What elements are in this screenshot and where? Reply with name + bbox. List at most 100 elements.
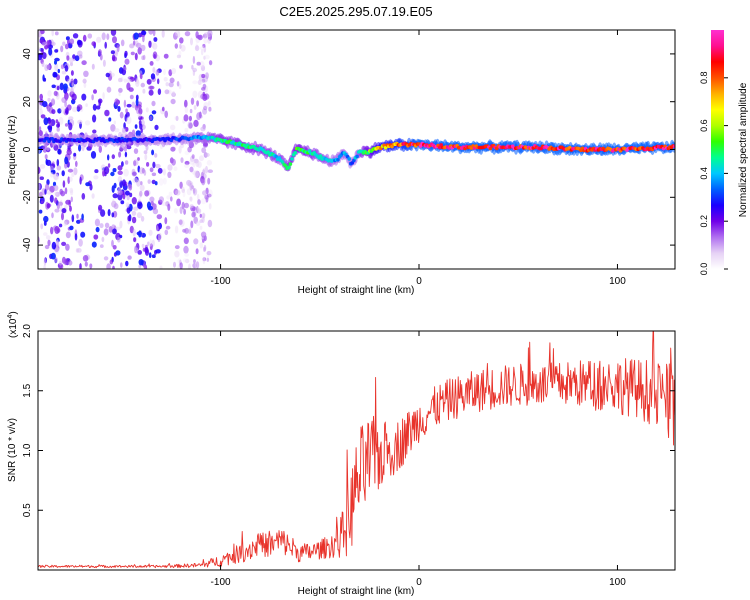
spectrogram-speckle [94, 169, 99, 174]
spectrogram-speckle [99, 244, 104, 249]
spectrogram-speckle [111, 54, 116, 62]
spectrogram-speckle [104, 166, 110, 175]
spectrogram-speckle [57, 148, 61, 155]
spectrogram-speckle [82, 78, 87, 84]
spectrogram-speckle [58, 260, 63, 266]
spectrogram-speckle [128, 87, 134, 92]
spectrogram-speckle [42, 52, 47, 60]
spectrogram-speckle [149, 243, 153, 251]
spectrogram-speckle [110, 72, 115, 77]
spectrogram-speckle [199, 242, 204, 249]
colorbar-tick-label: 0.8 [699, 72, 709, 85]
spectrogram-speckle [123, 146, 128, 152]
spectrogram-speckle [127, 183, 132, 190]
spectrogram-speckle [189, 108, 193, 114]
spectrogram-speckle [149, 196, 155, 203]
spectrogram-speckle [127, 255, 132, 260]
spectrogram-speckle [192, 55, 196, 64]
spectrogram-speckle [98, 145, 103, 153]
spectrogram-speckle [138, 107, 143, 115]
spectrogram-speckle [39, 164, 46, 169]
spectrogram-speckle [64, 156, 69, 165]
spectrogram-speckle [179, 262, 183, 269]
spectrogram-speckle [65, 231, 71, 239]
spectrogram-speckle [193, 259, 196, 264]
spectrogram-speckle [57, 68, 60, 74]
spectrogram-speckle [109, 259, 114, 265]
spectrogram-speckle [133, 160, 137, 167]
spectrogram-speckle [157, 88, 162, 95]
spectrogram-speckle [56, 159, 60, 167]
spectrogram-speckle [112, 265, 115, 269]
spectrogram-ridge-cell [418, 144, 423, 148]
spectrogram-speckle [76, 39, 82, 46]
spectrogram-speckle [107, 209, 111, 217]
spectrogram-speckle [184, 106, 189, 114]
colorbar-scale [711, 30, 724, 269]
spectrogram-speckle [73, 152, 77, 157]
spectrogram-speckle [73, 167, 78, 176]
chart-title: C2E5.2025.295.07.19.E05 [279, 4, 432, 19]
spectrogram-speckle [61, 241, 67, 246]
spectrogram-speckle [134, 74, 138, 82]
spectrogram-speckle [184, 227, 190, 234]
spectrogram-speckle [113, 203, 119, 210]
spectrogram-speckle [174, 245, 180, 250]
spectrogram-speckle [191, 154, 195, 159]
spectrogram-speckle [39, 93, 43, 101]
spectrogram-speckle [193, 216, 198, 224]
spectrogram-speckle [171, 90, 176, 97]
spectrogram-speckle [62, 41, 66, 46]
spectrogram-speckle [51, 241, 57, 250]
spectrogram-ridge-cell [439, 143, 444, 147]
spectrogram-speckle [203, 36, 208, 44]
spectrogram-speckle [145, 107, 149, 113]
spectrogram-speckle [137, 250, 142, 255]
spectrogram-speckle [150, 73, 156, 80]
spectrogram-speckle [61, 212, 64, 221]
spectrogram-speckle [84, 261, 88, 267]
spectrogram-speckle [184, 163, 190, 168]
spectrogram-speckle [203, 102, 209, 110]
spectrogram-speckle [170, 196, 173, 202]
spectrogram-speckle [76, 213, 79, 219]
snr-scale-base: (x10 [8, 318, 19, 338]
spectrogram-speckle [64, 100, 67, 108]
spectrogram-speckle [38, 130, 43, 137]
spectrogram-speckle [40, 114, 46, 119]
spectrogram-speckle [117, 189, 123, 196]
snr-x-axis-label: Height of straight line (km) [298, 586, 415, 597]
spectrogram-speckle [67, 176, 70, 184]
spectrogram-speckle [44, 244, 50, 250]
spectrogram-speckle [54, 197, 58, 204]
spectrogram-ridge-cell [352, 158, 356, 163]
spectrogram-speckle [195, 261, 200, 269]
spectrogram-speckle [81, 213, 84, 221]
spectrogram-speckle [200, 48, 204, 56]
snr-y-tick-label: 1.0 [22, 443, 33, 457]
spectrogram-speckle [199, 155, 204, 162]
spectrogram-speckle [106, 263, 111, 269]
spectrogram-speckle [54, 31, 59, 36]
spectrogram-speckle [104, 222, 110, 229]
spectrogram-speckle [67, 78, 72, 84]
spectrogram-speckle [87, 33, 93, 39]
spectrogram-speckle [38, 183, 41, 191]
spectrogram-speckle [54, 226, 60, 234]
spectrogram-ridge-cell [50, 137, 55, 141]
spectrogram-speckle [40, 223, 44, 230]
spectrogram-speckle [177, 30, 181, 38]
spectrogram-speckle [50, 169, 56, 175]
spectrogram-speckle [137, 157, 140, 161]
spectrogram-speckle [54, 191, 58, 196]
spectrogram-speckle [195, 160, 200, 168]
spectrogram-speckle [188, 263, 191, 269]
spectrogram-speckle [193, 119, 199, 127]
spectrogram-speckle [39, 176, 44, 180]
spectrogram-ridge-cell [287, 165, 291, 170]
spectrogram-speckle [110, 124, 116, 132]
spectrogram-speckle [117, 176, 123, 183]
spectrogram-speckle [207, 30, 213, 37]
spectrogram-speckle [157, 237, 161, 243]
snr-y-ticks: 0.5 1.0 1.5 2.0 [22, 324, 675, 517]
